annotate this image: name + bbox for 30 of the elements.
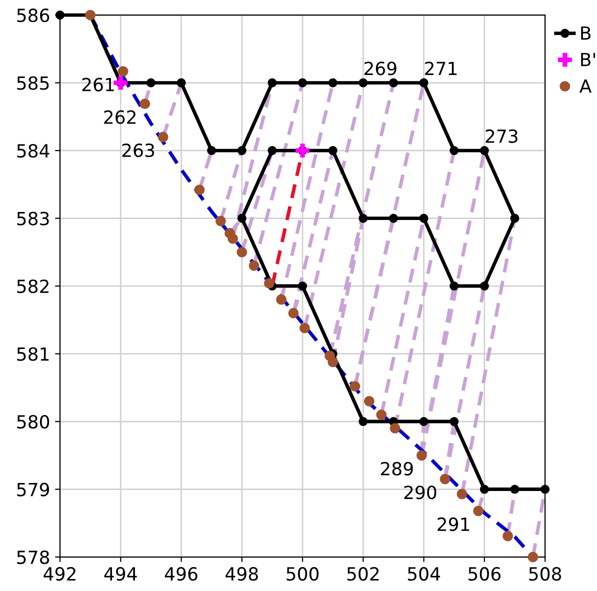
annotation: 261: [82, 78, 114, 92]
annotation: 290: [404, 486, 436, 500]
x-tick-label: 492: [44, 567, 76, 581]
x-tick-label: 500: [286, 567, 319, 581]
annotation: 273: [486, 129, 518, 143]
annotation: 291: [438, 517, 470, 532]
legend-label: B': [581, 52, 595, 66]
y-tick-label: 581: [17, 347, 49, 361]
x-tick-label: 496: [164, 567, 198, 581]
x-tick-label: 502: [347, 567, 379, 581]
x-tick-label: 508: [529, 567, 562, 581]
annotation: 262: [104, 110, 136, 124]
annotation: 289: [380, 462, 413, 476]
x-tick-label: 504: [408, 567, 440, 581]
y-tick-label: 585: [17, 76, 49, 90]
y-tick-label: 579: [17, 482, 50, 496]
legend-label: B: [581, 26, 590, 40]
annotation: 263: [122, 143, 154, 158]
x-tick-label: 494: [104, 567, 137, 581]
y-tick-label: 586: [17, 8, 50, 22]
annotation: 269: [364, 62, 396, 76]
x-tick-label: 506: [468, 567, 501, 581]
y-tick-label: 578: [17, 550, 50, 564]
x-tick-label: 498: [226, 567, 258, 581]
y-tick-label: 584: [17, 144, 50, 158]
y-tick-label: 583: [17, 212, 49, 226]
legend-label: A: [580, 79, 592, 93]
annotation: 271: [425, 62, 457, 75]
y-tick-label: 580: [17, 414, 50, 429]
y-tick-label: 582: [17, 280, 48, 294]
